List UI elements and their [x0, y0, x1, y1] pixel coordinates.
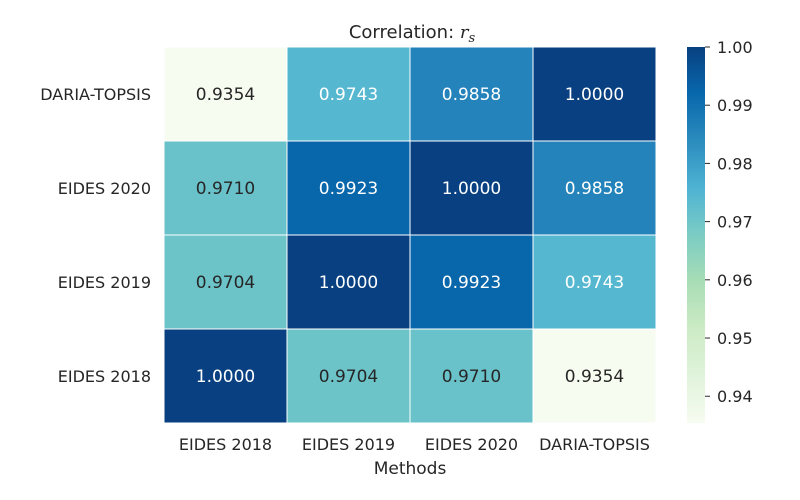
- x-tick-label: DARIA-TOPSIS: [539, 435, 650, 454]
- y-tick-label: DARIA-TOPSIS: [40, 85, 151, 104]
- cell-value: 0.9858: [565, 179, 624, 199]
- cell-value: 0.9743: [565, 273, 624, 293]
- heatmap-cell: [532, 328, 657, 424]
- chart-title-variable: r: [460, 22, 470, 43]
- cell-value: 0.9704: [319, 367, 378, 387]
- colorbar-tick-label: 0.98: [717, 154, 753, 173]
- heatmap-cell: [163, 46, 288, 142]
- cell-value: 0.9923: [442, 273, 501, 293]
- cell-value: 0.9354: [196, 85, 255, 105]
- cell-value: 0.9710: [196, 179, 255, 199]
- heatmap-cell: [163, 328, 288, 424]
- colorbar-tick-label: 1.00: [717, 38, 753, 57]
- x-tick-labels: EIDES 2018 EIDES 2019 EIDES 2020 DARIA-TOPS…: [179, 435, 650, 454]
- cell-value: 0.9710: [442, 367, 501, 387]
- cell-value: 1.0000: [442, 179, 501, 199]
- y-tick-label: EIDES 2018: [58, 367, 151, 386]
- colorbar: [687, 47, 705, 423]
- cell-value: 0.9858: [442, 85, 501, 105]
- cell-annotations: 0.9354 0.9743 0.9858 1.0000 0.9710 0.9923 1.00…: [196, 85, 624, 387]
- colorbar-tick-label: 0.94: [717, 387, 753, 406]
- cell-value: 1.0000: [196, 367, 255, 387]
- colorbar-ticks: 0.94 0.95 0.96 0.97 0.98 0.99 1.00: [705, 38, 753, 406]
- heatmap-cell: [409, 234, 534, 330]
- x-tick-label: EIDES 2018: [179, 435, 272, 454]
- cell-value: 1.0000: [565, 85, 624, 105]
- heatmap-cell: [286, 46, 411, 142]
- x-tick-label: EIDES 2020: [425, 435, 518, 454]
- heatmap-cell: [163, 234, 288, 330]
- cell-value: 0.9743: [319, 85, 378, 105]
- cell-value: 0.9704: [196, 273, 255, 293]
- y-tick-label: EIDES 2019: [58, 273, 151, 292]
- colorbar-tick-label: 0.99: [717, 96, 753, 115]
- heatmap-cells: [163, 46, 657, 424]
- heatmap-cell: [532, 234, 657, 330]
- chart-title: Correlation: rs: [349, 22, 476, 46]
- colorbar-tick-label: 0.97: [717, 213, 753, 232]
- x-tick-label: EIDES 2019: [302, 435, 395, 454]
- colorbar-tick-label: 0.96: [717, 271, 753, 290]
- chart-title-prefix: Correlation:: [349, 22, 460, 43]
- heatmap-cell: [286, 234, 411, 330]
- y-tick-labels: DARIA-TOPSIS EIDES 2020 EIDES 2019 EIDES 20…: [40, 85, 151, 386]
- cell-value: 0.9354: [565, 367, 624, 387]
- colorbar-tick-label: 0.95: [717, 329, 753, 348]
- cell-value: 1.0000: [319, 273, 378, 293]
- x-axis-label: Methods: [374, 459, 447, 479]
- heatmap-cell: [532, 140, 657, 236]
- y-tick-label: EIDES 2020: [58, 179, 151, 198]
- chart-title-subscript: s: [468, 31, 475, 46]
- cell-value: 0.9923: [319, 179, 378, 199]
- heatmap-cell: [409, 328, 534, 424]
